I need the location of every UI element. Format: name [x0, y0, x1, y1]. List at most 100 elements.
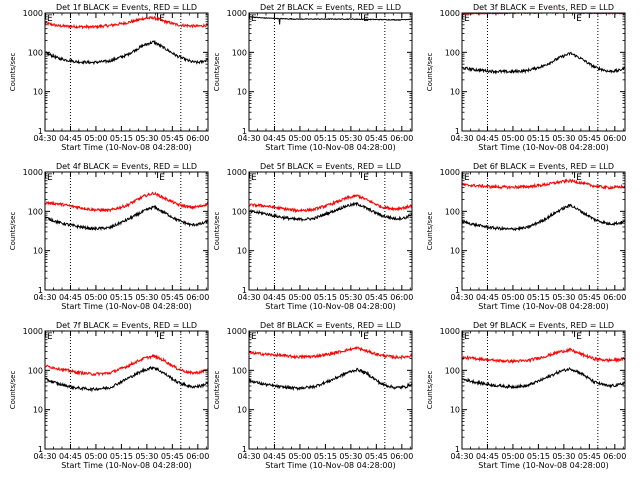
x-tick-label: 05:30 [552, 134, 575, 143]
x-tick-label: 05:00 [501, 134, 524, 143]
y-tick-label: 10 [33, 406, 43, 415]
x-tick-label: 05:45 [365, 134, 388, 143]
x-tick-label: 05:30 [135, 452, 158, 461]
x-tick-label: 05:15 [110, 293, 133, 302]
y-axis-label: Counts/sec [213, 53, 221, 92]
x-tick-label: 05:00 [84, 134, 107, 143]
y-axis-label: Counts/sec [213, 212, 221, 251]
x-tick-label: 04:45 [59, 452, 82, 461]
y-tick-label: 1000 [227, 168, 247, 177]
E-marker-label: E [47, 14, 53, 24]
x-axis-label: Start Time (10-Nov-08 04:28:00) [61, 461, 191, 470]
y-tick-label: 10 [237, 406, 247, 415]
x-tick-label: 05:15 [527, 452, 550, 461]
x-tick-label: 06:00 [603, 134, 626, 143]
E-marker-label: E [251, 173, 257, 183]
x-tick-label: 05:45 [578, 452, 601, 461]
x-tick-label: 04:30 [237, 293, 260, 302]
lld-series-line [462, 178, 625, 190]
y-tick-label: 1 [38, 127, 43, 136]
x-tick-label: 04:30 [33, 452, 56, 461]
x-tick-label: 05:45 [365, 293, 388, 302]
y-tick-label: 100 [28, 207, 43, 216]
x-tick-label: 05:15 [314, 293, 337, 302]
x-tick-label: 05:15 [110, 134, 133, 143]
x-axis-label: Start Time (10-Nov-08 04:28:00) [265, 461, 395, 470]
x-tick-label: 05:15 [527, 134, 550, 143]
x-tick-label: 06:00 [603, 293, 626, 302]
x-tick-label: 04:45 [59, 293, 82, 302]
x-tick-label: 06:00 [390, 452, 413, 461]
x-tick-label: 06:00 [390, 293, 413, 302]
x-tick-label: 05:45 [365, 452, 388, 461]
x-axis-label: Start Time (10-Nov-08 04:28:00) [265, 143, 395, 152]
x-axis-label: Start Time (10-Nov-08 04:28:00) [478, 461, 608, 470]
panel-title: Det 2f BLACK = Events, RED = LLD [260, 3, 401, 12]
y-tick-label: 1 [455, 127, 460, 136]
lld-series-line [249, 194, 412, 214]
x-tick-label: 05:45 [161, 134, 184, 143]
x-tick-label: 05:15 [314, 452, 337, 461]
x-tick-label: 05:00 [288, 134, 311, 143]
lld-series-line [249, 346, 412, 361]
panel-title: Det 7f BLACK = Events, RED = LLD [56, 321, 197, 330]
lld-series-line [45, 15, 208, 31]
plot-frame [44, 171, 209, 291]
x-tick-label: 05:30 [339, 134, 362, 143]
panel-title: Det 5f BLACK = Events, RED = LLD [260, 162, 401, 171]
E-marker-label: E [251, 14, 257, 24]
y-axis-label: Counts/sec [9, 53, 17, 92]
plot-frame [248, 330, 413, 450]
plot-frame [248, 171, 413, 291]
panel-title: Det 3f BLACK = Events, RED = LLD [473, 3, 614, 12]
plot-frame [44, 12, 209, 132]
y-tick-label: 100 [445, 366, 460, 375]
x-tick-label: 04:30 [450, 134, 473, 143]
E-marker-label: E [363, 173, 369, 183]
y-axis-label: Counts/sec [213, 371, 221, 410]
E-marker-label: E [47, 173, 53, 183]
y-axis-label: Counts/sec [426, 53, 434, 92]
x-tick-label: 05:00 [84, 293, 107, 302]
y-tick-label: 1000 [440, 327, 460, 336]
y-tick-label: 100 [445, 48, 460, 57]
plot-frame [461, 12, 626, 132]
E-marker-label: E [576, 14, 582, 24]
y-axis-label: Counts/sec [426, 212, 434, 251]
y-tick-label: 1000 [23, 327, 43, 336]
y-tick-label: 1000 [227, 9, 247, 18]
lld-series-line [462, 347, 625, 365]
events-series-line [249, 367, 412, 392]
y-tick-label: 1 [242, 127, 247, 136]
x-tick-label: 05:30 [552, 293, 575, 302]
E-marker-label: E [464, 14, 470, 24]
y-tick-label: 1 [242, 445, 247, 454]
x-tick-label: 04:30 [450, 452, 473, 461]
events-series-line [45, 365, 208, 393]
x-tick-label: 04:30 [237, 134, 260, 143]
x-tick-label: 05:30 [135, 293, 158, 302]
x-axis-label: Start Time (10-Nov-08 04:28:00) [478, 143, 608, 152]
E-marker-label: E [464, 332, 470, 342]
x-axis-label: Start Time (10-Nov-08 04:28:00) [61, 143, 191, 152]
panel-title: Det 6f BLACK = Events, RED = LLD [473, 162, 614, 171]
y-tick-label: 10 [33, 88, 43, 97]
panel-title: Det 9f BLACK = Events, RED = LLD [473, 321, 614, 330]
y-tick-label: 10 [450, 247, 460, 256]
E-marker-label: E [576, 173, 582, 183]
x-tick-label: 04:45 [263, 134, 286, 143]
y-axis-label: Counts/sec [9, 212, 17, 251]
events-series-line [45, 39, 208, 66]
y-tick-label: 1 [455, 445, 460, 454]
y-tick-label: 10 [450, 406, 460, 415]
x-tick-label: 04:45 [476, 293, 499, 302]
x-tick-label: 05:15 [527, 293, 550, 302]
E-marker-label: E [251, 332, 257, 342]
y-tick-label: 10 [33, 247, 43, 256]
